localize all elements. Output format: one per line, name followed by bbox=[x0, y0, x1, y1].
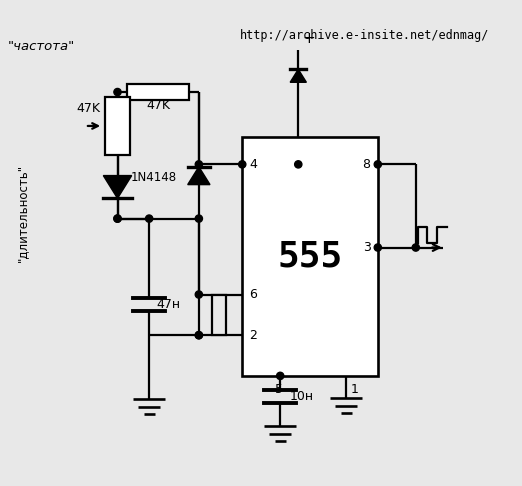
Text: 6: 6 bbox=[250, 288, 257, 301]
Polygon shape bbox=[188, 167, 210, 185]
Circle shape bbox=[146, 215, 153, 222]
Text: 8: 8 bbox=[363, 158, 371, 171]
Text: 1: 1 bbox=[351, 383, 359, 396]
Circle shape bbox=[374, 161, 382, 168]
Circle shape bbox=[195, 331, 203, 339]
Text: +: + bbox=[303, 31, 315, 46]
Bar bbox=[211, 295, 226, 335]
Bar bbox=[242, 137, 378, 376]
Circle shape bbox=[114, 215, 121, 222]
Text: 10н: 10н bbox=[289, 390, 313, 403]
Text: 555: 555 bbox=[277, 240, 342, 274]
Text: http://archive.e-insite.net/ednmag/: http://archive.e-insite.net/ednmag/ bbox=[240, 29, 489, 42]
Circle shape bbox=[114, 215, 121, 222]
Circle shape bbox=[412, 244, 419, 251]
Text: 4: 4 bbox=[250, 158, 257, 171]
Text: 2: 2 bbox=[250, 329, 257, 342]
Text: 1N4148: 1N4148 bbox=[131, 172, 177, 184]
Text: 5: 5 bbox=[275, 383, 283, 396]
Circle shape bbox=[114, 88, 121, 96]
Polygon shape bbox=[290, 69, 306, 82]
Text: 3: 3 bbox=[363, 241, 371, 254]
Text: "длительность": "длительность" bbox=[16, 164, 29, 262]
Bar bbox=[105, 97, 130, 156]
Text: 47н: 47н bbox=[157, 298, 181, 311]
Circle shape bbox=[195, 215, 203, 222]
Circle shape bbox=[374, 244, 382, 251]
Bar bbox=[127, 84, 189, 100]
Circle shape bbox=[277, 372, 284, 380]
Polygon shape bbox=[103, 175, 132, 198]
Circle shape bbox=[195, 331, 203, 339]
Text: 47K: 47K bbox=[76, 102, 100, 115]
Circle shape bbox=[239, 161, 246, 168]
Text: 47K: 47K bbox=[146, 99, 170, 112]
Text: "частота": "частота" bbox=[7, 40, 75, 52]
Circle shape bbox=[195, 291, 203, 298]
Circle shape bbox=[195, 161, 203, 168]
Circle shape bbox=[294, 161, 302, 168]
